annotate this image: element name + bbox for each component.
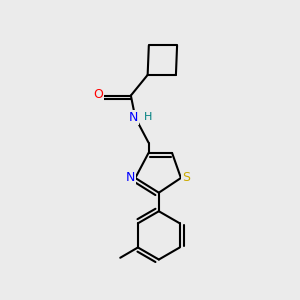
- Text: N: N: [126, 172, 136, 184]
- Text: S: S: [182, 172, 190, 184]
- Text: N: N: [129, 111, 139, 124]
- Text: H: H: [143, 112, 152, 122]
- Text: O: O: [94, 88, 103, 101]
